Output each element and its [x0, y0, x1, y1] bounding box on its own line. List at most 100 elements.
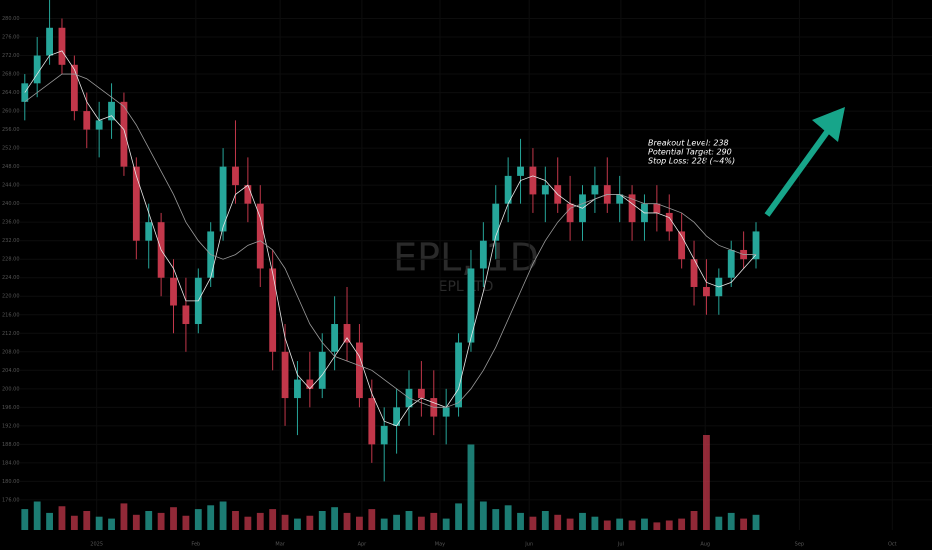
watermark-sub: EPL LTD	[439, 279, 494, 295]
volume-bar	[467, 444, 475, 530]
volume-bar	[368, 509, 376, 530]
volume-bar	[269, 509, 277, 530]
x-tick-label: May	[435, 542, 445, 548]
volume-bar	[46, 512, 53, 530]
volume-bar	[678, 518, 686, 530]
volume-bar	[591, 516, 599, 530]
candle-body	[294, 379, 301, 399]
candle-body	[393, 407, 401, 426]
volume-bar	[492, 509, 500, 530]
y-tick-label: 280.00	[2, 16, 20, 22]
candle-body	[256, 203, 264, 269]
volume-bar	[21, 509, 29, 530]
volume-bar	[628, 520, 636, 530]
volume-bar	[331, 507, 339, 530]
candle-body	[343, 324, 351, 343]
candle-body	[616, 194, 624, 204]
x-tick-label: Aug	[700, 542, 710, 548]
volume-bar	[579, 512, 586, 530]
y-tick-label: 264.00	[2, 90, 20, 96]
candle-body	[182, 305, 190, 325]
candle-body	[678, 231, 686, 260]
candle-body	[727, 249, 735, 278]
y-tick-label: 260.00	[2, 109, 20, 115]
candle-body	[170, 277, 177, 306]
volume-bar	[356, 516, 363, 530]
candle-body	[356, 342, 363, 399]
candle-body	[306, 379, 314, 389]
volume-bar	[455, 503, 462, 530]
volume-bar	[232, 511, 239, 530]
annotation: Breakout Level: 238	[648, 139, 729, 148]
volume-bar	[194, 509, 202, 530]
volume-bar	[132, 514, 140, 530]
candle-body	[33, 55, 41, 84]
y-tick-label: 212.00	[2, 331, 20, 337]
volume-bar	[70, 515, 78, 530]
candle-body	[517, 166, 524, 176]
y-tick-label: 240.00	[2, 201, 20, 207]
volume-bar	[554, 514, 562, 530]
moving-average	[24, 50, 757, 427]
y-tick-label: 216.00	[2, 312, 20, 318]
volume-bar	[108, 518, 115, 530]
candle-body	[281, 351, 289, 399]
volume-bar	[393, 514, 401, 530]
y-tick-label: 200.00	[2, 386, 20, 392]
volume-bar	[380, 518, 388, 530]
y-tick-label: 256.00	[2, 127, 20, 133]
arrow-head	[812, 107, 845, 142]
volume-bar	[244, 516, 252, 530]
volume-bar	[405, 511, 413, 530]
candle-body	[244, 185, 252, 204]
volume-bar	[306, 515, 314, 530]
candle-body	[318, 351, 326, 389]
candle-body	[529, 166, 537, 195]
y-tick-label: 268.00	[2, 72, 20, 78]
volume-bar	[703, 435, 710, 530]
candle-body	[492, 203, 500, 241]
volume-bar	[33, 501, 41, 530]
y-tick-label: 204.00	[2, 368, 20, 374]
x-tick-label: Mar	[275, 542, 285, 548]
watermark: EPL, 1D	[393, 236, 539, 280]
x-tick-label: Apr	[358, 542, 368, 548]
candle-body	[417, 388, 425, 399]
moving-average	[24, 73, 757, 408]
volume-bar	[430, 512, 438, 530]
volume-bar	[653, 522, 661, 530]
volume-bar	[294, 518, 301, 530]
volume-bar	[529, 516, 537, 530]
y-tick-label: 176.00	[2, 497, 20, 503]
candle-body	[132, 166, 140, 241]
y-tick-label: 208.00	[2, 349, 20, 355]
volume-bar	[517, 512, 524, 530]
y-tick-label: 192.00	[2, 423, 20, 429]
volume-bar	[170, 507, 177, 530]
volume-bar	[157, 512, 165, 530]
x-tick-label: Sep	[795, 542, 804, 548]
volume-bar	[95, 516, 103, 530]
y-tick-label: 272.00	[2, 53, 20, 59]
volume-bar	[120, 503, 128, 530]
volume-bar	[182, 515, 190, 530]
volume-bar	[318, 511, 326, 530]
candle-body	[752, 231, 760, 260]
volume-bar	[281, 514, 289, 530]
volume-bar	[145, 511, 153, 530]
annotation: Potential Target: 290	[648, 148, 732, 157]
volume-bar	[727, 512, 735, 530]
volume-bar	[417, 516, 425, 530]
candle-body	[455, 342, 462, 408]
candle-body	[368, 398, 376, 445]
candle-body	[83, 111, 91, 130]
volume-bar	[479, 501, 487, 530]
candle-body	[479, 240, 487, 269]
candle-body	[653, 203, 661, 213]
candle-body	[108, 101, 115, 121]
y-tick-label: 244.00	[2, 183, 20, 189]
y-tick-label: 236.00	[2, 220, 20, 226]
volume-bar	[665, 520, 673, 530]
candle-body	[541, 185, 549, 195]
